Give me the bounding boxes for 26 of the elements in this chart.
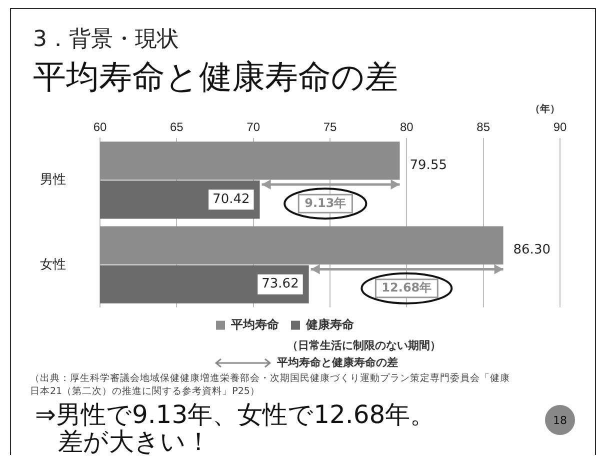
data-label: 70.42	[212, 192, 250, 208]
text: 差が大きい！	[58, 426, 211, 457]
legend-label: 健康寿命	[305, 318, 355, 332]
x-tick-label: 75	[323, 120, 337, 134]
x-tick-label: 70	[246, 120, 260, 134]
y-tick-label: 男性	[40, 172, 66, 187]
data-label: 73.62	[262, 276, 299, 292]
y-tick-label: 女性	[40, 256, 66, 272]
x-tick-label: 60	[93, 120, 107, 134]
chart-subtitle: 3．背景・現状	[33, 26, 179, 54]
text: （日常生活に制限のない期間）	[287, 338, 441, 353]
text: 平均寿命と健康寿命の差	[277, 355, 398, 370]
chart-title: 平均寿命と健康寿命の差	[33, 56, 398, 98]
x-tick-label: 85	[476, 120, 490, 134]
x-tick-label: 80	[400, 120, 414, 134]
data-label: 86.30	[513, 242, 550, 258]
text: ⇒男性で9.13年、女性で12.68年。	[35, 399, 436, 430]
data-label: 79.55	[410, 158, 447, 174]
x-tick-label: 65	[170, 120, 184, 134]
x-axis-title: （年）	[530, 103, 560, 116]
annotation: 9.13年	[304, 196, 346, 210]
legend-label: 平均寿命	[230, 318, 280, 332]
text: （出典：厚生科学審議会地域保健健康増進栄養部会・次期国民健康づくり運動プラン策定専門委員会「健康日本21（第二次）の推進に関する参考資料」P25）	[30, 372, 510, 398]
annotation: 12.68年	[382, 280, 432, 294]
page-badge: 18	[545, 405, 575, 435]
x-tick-label: 90	[553, 120, 567, 134]
